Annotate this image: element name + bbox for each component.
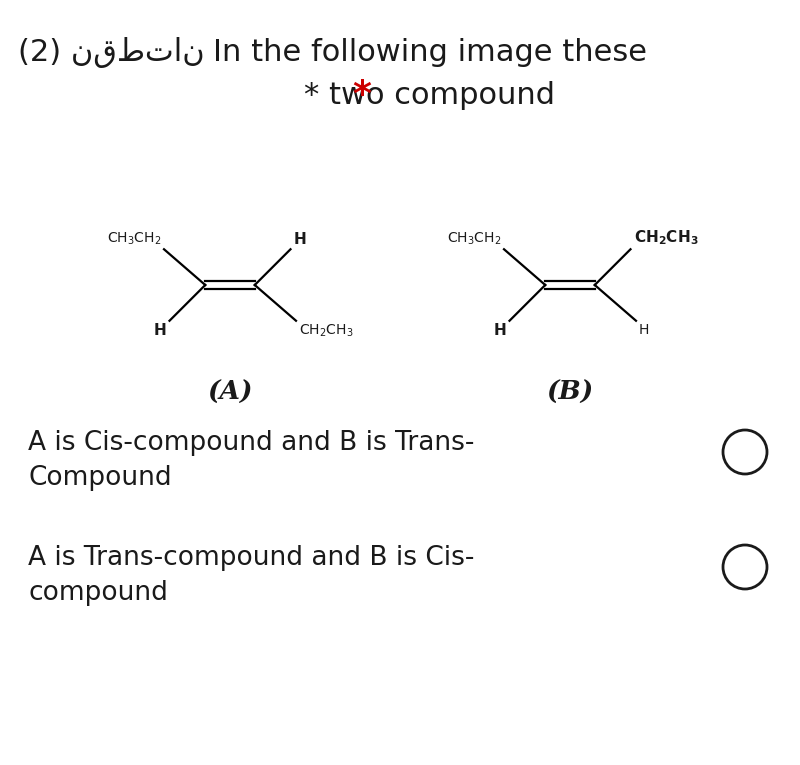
Text: (2) نقطتان: (2) نقطتان <box>18 37 205 67</box>
Text: H: H <box>154 323 166 338</box>
Text: compound: compound <box>28 580 168 606</box>
Text: H: H <box>639 323 650 337</box>
Text: H: H <box>494 323 506 338</box>
Text: A is Cis-compound and B is Trans-: A is Cis-compound and B is Trans- <box>28 430 474 456</box>
Text: H: H <box>294 233 306 247</box>
Text: In the following image these: In the following image these <box>213 37 647 67</box>
Text: * two compound: * two compound <box>305 80 555 109</box>
Text: $\mathregular{CH_3CH_2}$: $\mathregular{CH_3CH_2}$ <box>446 231 501 247</box>
Text: A is Trans-compound and B is Cis-: A is Trans-compound and B is Cis- <box>28 545 474 571</box>
Text: (B): (B) <box>546 380 594 405</box>
Text: (A): (A) <box>207 380 253 405</box>
Text: Compound: Compound <box>28 465 172 491</box>
Text: $\mathregular{CH_2CH_3}$: $\mathregular{CH_2CH_3}$ <box>299 323 354 339</box>
Text: *: * <box>353 78 371 112</box>
Text: $\mathregular{CH_2CH_3}$: $\mathregular{CH_2CH_3}$ <box>634 229 698 247</box>
Text: $\mathregular{CH_3CH_2}$: $\mathregular{CH_3CH_2}$ <box>106 231 161 247</box>
